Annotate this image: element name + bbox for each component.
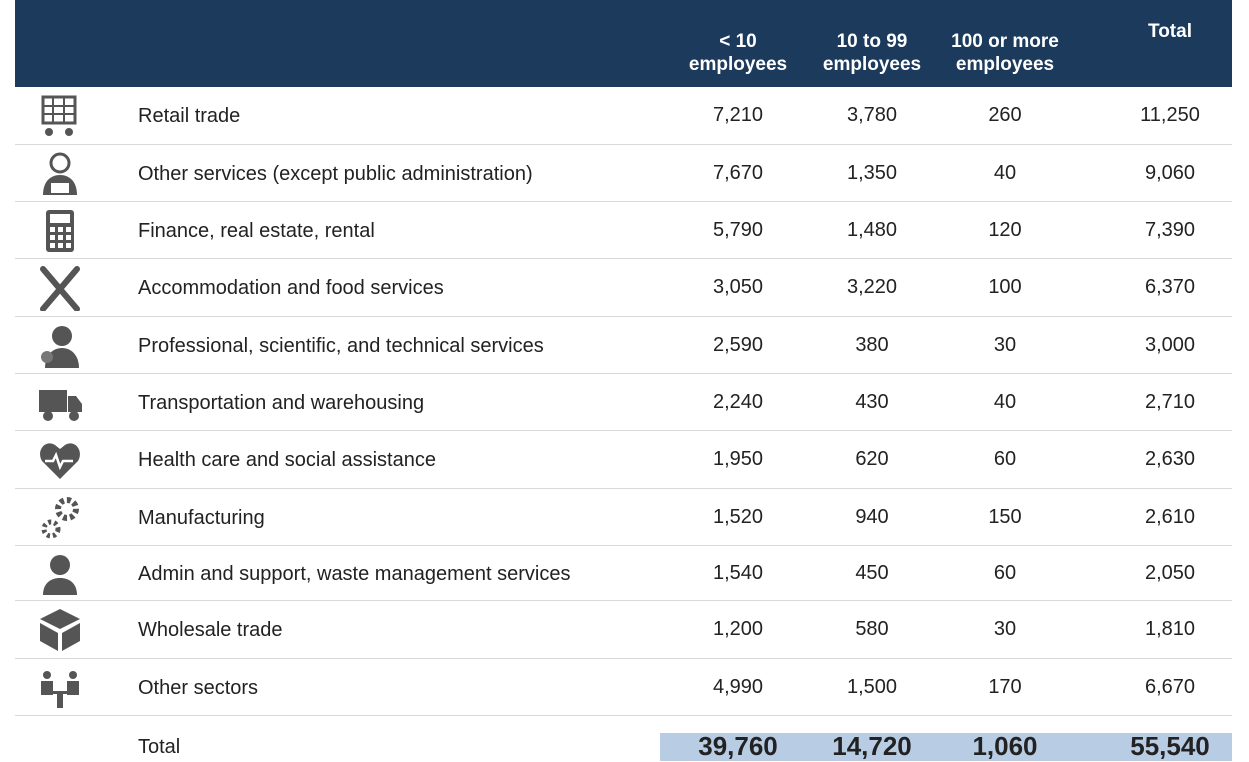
column-header: < 10 employees [688, 31, 788, 75]
cell-value: 9,060 [1144, 161, 1196, 184]
row-label: Manufacturing [138, 506, 265, 529]
cell-value: 7,210 [712, 104, 764, 126]
row-label: Health care and social assistance [138, 449, 436, 471]
cell-value: 2,630 [1144, 448, 1196, 470]
column-header: 10 to 99 employees [822, 31, 922, 75]
sector-icon [41, 496, 79, 538]
sector-icon [41, 95, 77, 136]
cell-value: 1,480 [846, 218, 898, 241]
table-row: Health care and social assistance 1,950 62… [15, 431, 1232, 489]
cell-value: 2,710 [1144, 390, 1196, 413]
row-label: Admin and support, waste management serv… [138, 562, 571, 585]
total-value: 14,720 [832, 731, 912, 761]
table-row: Transportation and warehousing 2,240 430 40… [15, 374, 1232, 431]
total-highlight [660, 733, 1232, 761]
sector-icon [40, 266, 80, 311]
cell-value: 1,810 [1144, 618, 1196, 640]
sector-icon [43, 554, 77, 595]
row-label: Transportation and warehousing [138, 391, 425, 414]
sector-icon [40, 443, 80, 479]
cell-value: 2,610 [1144, 505, 1196, 528]
cell-value: 30 [993, 618, 1017, 640]
cell-value: 4,990 [712, 675, 764, 698]
cell-value: 1,350 [846, 161, 898, 184]
table-row: Other services (except public administra… [15, 145, 1232, 202]
row-label: Accommodation and food services [138, 277, 444, 299]
cell-value: 1,500 [846, 675, 898, 698]
cell-value: 100 [988, 276, 1022, 298]
cell-value: 2,590 [712, 333, 764, 356]
table-row: Professional, scientific, and technical … [15, 317, 1232, 374]
cell-value: 3,050 [712, 276, 764, 298]
cell-value: 30 [993, 333, 1017, 356]
row-label: Other services (except public administra… [138, 162, 533, 185]
cell-value: 1,520 [712, 505, 764, 528]
cell-value: 1,540 [712, 561, 764, 584]
table-row: Admin and support, waste management serv… [15, 546, 1232, 601]
sector-icon [43, 152, 77, 195]
sector-icon [39, 389, 82, 421]
table-row: Accommodation and food services 3,050 3,22… [15, 259, 1232, 317]
table-row: Finance, real estate, rental 5,790 1,480 12… [15, 202, 1232, 259]
table-row: Other sectors 4,990 1,500 170 6,670 [15, 659, 1232, 716]
sector-icon [41, 670, 79, 708]
total-value: 39,760 [698, 731, 778, 761]
table-row: Retail trade 7,210 3,780 260 11,250 [15, 87, 1232, 145]
cell-value: 450 [855, 561, 889, 584]
total-value: 55,540 [1130, 731, 1210, 761]
cell-value: 3,220 [846, 276, 898, 298]
cell-value: 6,370 [1144, 276, 1196, 298]
row-label: Other sectors [138, 676, 259, 699]
header-band [15, 0, 1232, 87]
cell-value: 580 [855, 618, 889, 640]
row-label: Wholesale trade [138, 619, 283, 641]
cell-value: 170 [988, 675, 1022, 698]
table-row: Manufacturing 1,520 940 150 2,610 [15, 489, 1232, 546]
column-header: 100 or more employees [951, 31, 1059, 75]
cell-value: 5,790 [712, 218, 764, 241]
cell-value: 120 [988, 218, 1022, 241]
cell-value: 940 [855, 505, 889, 528]
cell-value: 260 [988, 104, 1022, 126]
row-label: Professional, scientific, and technical … [138, 334, 544, 357]
table-row: Wholesale trade 1,200 580 30 1,810 [15, 601, 1232, 659]
cell-value: 11,250 [1140, 104, 1200, 126]
total-value: 1,060 [972, 731, 1038, 761]
cell-value: 3,780 [846, 104, 898, 126]
cell-value: 6,670 [1144, 675, 1196, 698]
cell-value: 40 [993, 161, 1017, 184]
cell-value: 2,240 [712, 390, 764, 413]
row-label: Finance, real estate, rental [138, 219, 375, 242]
cell-value: 60 [993, 561, 1017, 584]
column-header: Total [1148, 21, 1192, 42]
cell-value: 7,670 [712, 161, 764, 184]
cell-value: 3,000 [1144, 333, 1196, 356]
cell-value: 430 [855, 390, 889, 413]
cell-value: 150 [988, 505, 1022, 528]
cell-value: 60 [993, 448, 1017, 470]
sector-icon [46, 209, 74, 252]
row-label: Retail trade [138, 105, 241, 127]
total-label: Total [138, 736, 181, 758]
cell-value: 620 [855, 448, 889, 470]
cell-value: 2,050 [1144, 561, 1196, 584]
cell-value: 1,200 [712, 618, 764, 640]
cell-value: 380 [855, 333, 889, 356]
cell-value: 1,950 [712, 448, 764, 470]
cell-value: 7,390 [1144, 218, 1196, 241]
sector-icon [41, 325, 79, 368]
sector-icon [40, 609, 80, 651]
cell-value: 40 [993, 390, 1017, 413]
